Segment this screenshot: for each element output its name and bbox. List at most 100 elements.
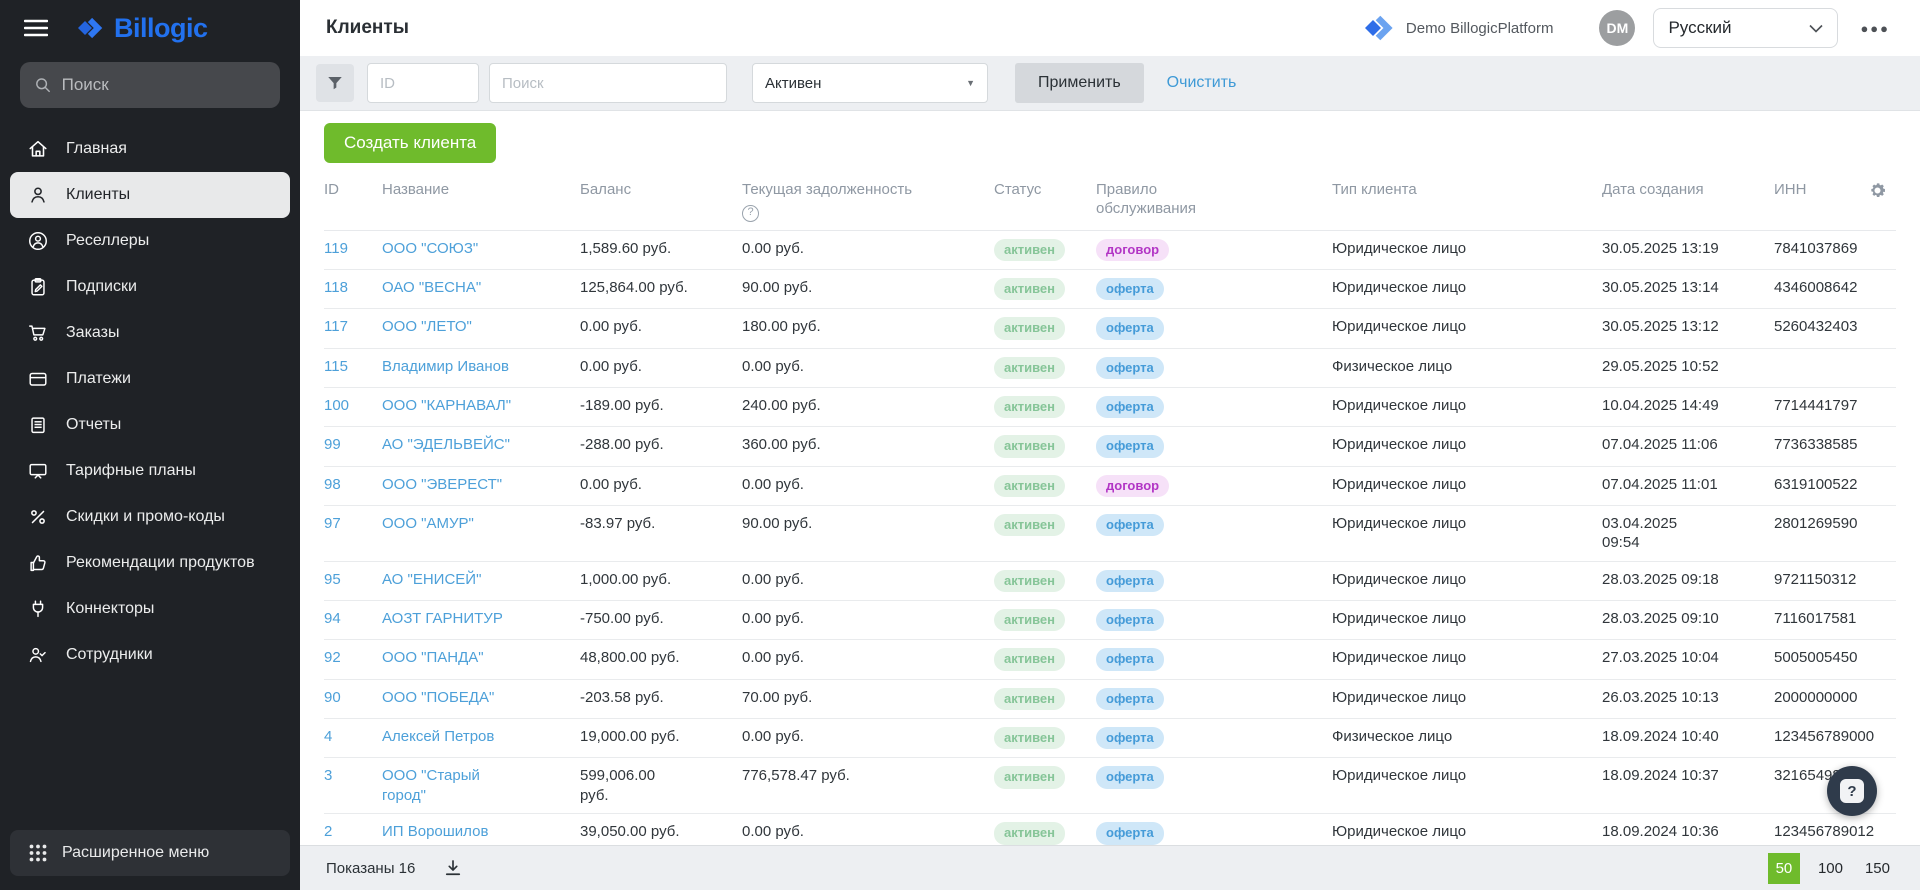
created-date-cell: 07.04.2025 11:06 xyxy=(1602,427,1774,466)
extended-menu-button[interactable]: Расширенное меню xyxy=(10,830,290,876)
table-row[interactable]: 118 ОАО "ВЕСНА" 125,864.00 руб. 90.00 ру… xyxy=(324,270,1896,309)
client-name-link[interactable]: ООО "КАРНАВАЛ" xyxy=(382,397,511,414)
client-id-link[interactable]: 4 xyxy=(324,728,332,745)
table-row[interactable]: 115 Владимир Иванов 0.00 руб. 0.00 руб. … xyxy=(324,348,1896,387)
client-id-link[interactable]: 118 xyxy=(324,279,348,296)
status-badge: активен xyxy=(994,239,1065,261)
table-row[interactable]: 4 Алексей Петров 19,000.00 руб. 0.00 руб… xyxy=(324,719,1896,758)
page-size-switcher: 50 100 150 xyxy=(1768,853,1894,884)
page-size-50[interactable]: 50 xyxy=(1768,853,1800,884)
sidebar-item-recommendations[interactable]: Рекомендации продуктов xyxy=(10,540,290,586)
table-row[interactable]: 94 АОЗТ ГАРНИТУР -750.00 руб. 0.00 руб. … xyxy=(324,601,1896,640)
sidebar-item-payments[interactable]: Платежи xyxy=(10,356,290,402)
page-size-100[interactable]: 100 xyxy=(1814,858,1847,879)
table-header-row: ID Название Баланс Текущая задолженность… xyxy=(324,171,1896,230)
client-id-link[interactable]: 90 xyxy=(324,689,341,706)
language-select[interactable]: Русский xyxy=(1653,8,1838,48)
client-name-link[interactable]: ООО "АМУР" xyxy=(382,515,474,532)
sidebar-item-home[interactable]: Главная xyxy=(10,126,290,172)
debt-cell: 776,578.47 руб. xyxy=(742,758,994,814)
client-id-link[interactable]: 2 xyxy=(324,823,332,840)
client-name-link[interactable]: АОЗТ ГАРНИТУР xyxy=(382,610,503,627)
debt-help-icon[interactable]: ? xyxy=(742,205,759,222)
client-id-link[interactable]: 119 xyxy=(324,240,348,257)
sidebar-item-orders[interactable]: Заказы xyxy=(10,310,290,356)
sidebar-item-resellers[interactable]: Реселлеры xyxy=(10,218,290,264)
balance-cell: 0.00 руб. xyxy=(580,348,742,387)
filter-funnel-button[interactable] xyxy=(316,64,354,102)
sidebar-item-employees[interactable]: Сотрудники xyxy=(10,632,290,678)
debt-cell: 180.00 руб. xyxy=(742,309,994,348)
table-row[interactable]: 99 АО "ЭДЕЛЬВЕЙС" -288.00 руб. 360.00 ру… xyxy=(324,427,1896,466)
topbar: Клиенты Demo BillogicPlatform DM Русский… xyxy=(300,0,1920,56)
debt-cell: 90.00 руб. xyxy=(742,270,994,309)
create-client-button[interactable]: Создать клиента xyxy=(324,123,496,163)
client-id-link[interactable]: 95 xyxy=(324,571,341,588)
sidebar-item-connectors[interactable]: Коннекторы xyxy=(10,586,290,632)
table-row[interactable]: 95 АО "ЕНИСЕЙ" 1,000.00 руб. 0.00 руб. а… xyxy=(324,561,1896,600)
table-row[interactable]: 3 ООО "Старый город" 599,006.00 руб. 776… xyxy=(324,758,1896,814)
client-name-link[interactable]: Владимир Иванов xyxy=(382,358,509,375)
status-badge: активен xyxy=(994,475,1065,497)
table-row[interactable]: 90 ООО "ПОБЕДА" -203.58 руб. 70.00 руб. … xyxy=(324,679,1896,718)
table-row[interactable]: 117 ООО "ЛЕТО" 0.00 руб. 180.00 руб. акт… xyxy=(324,309,1896,348)
client-type-cell: Юридическое лицо xyxy=(1332,270,1602,309)
client-id-link[interactable]: 92 xyxy=(324,649,341,666)
client-name-link[interactable]: ООО "Старый город" xyxy=(382,767,480,804)
hamburger-menu-icon[interactable] xyxy=(24,19,48,37)
client-id-link[interactable]: 99 xyxy=(324,436,341,453)
debt-cell: 0.00 руб. xyxy=(742,230,994,269)
page-size-150[interactable]: 150 xyxy=(1861,858,1894,879)
client-id-link[interactable]: 117 xyxy=(324,318,348,335)
client-id-link[interactable]: 97 xyxy=(324,515,341,532)
table-row[interactable]: 92 ООО "ПАНДА" 48,800.00 руб. 0.00 руб. … xyxy=(324,640,1896,679)
table-row[interactable]: 97 ООО "АМУР" -83.97 руб. 90.00 руб. акт… xyxy=(324,505,1896,561)
sidebar-item-clients[interactable]: Клиенты xyxy=(10,172,290,218)
inn-cell: 2801269590 xyxy=(1774,505,1868,561)
client-name-link[interactable]: ООО "ЛЕТО" xyxy=(382,318,472,335)
client-name-link[interactable]: АО "ЭДЕЛЬВЕЙС" xyxy=(382,436,510,453)
col-header-status: Статус xyxy=(994,171,1096,230)
client-name-link[interactable]: ООО "СОЮЗ" xyxy=(382,240,478,257)
client-type-cell: Юридическое лицо xyxy=(1332,230,1602,269)
status-badge: активен xyxy=(994,435,1065,457)
filter-id-input[interactable] xyxy=(367,63,479,103)
client-name-link[interactable]: ИП Ворошилов xyxy=(382,823,488,840)
client-name-link[interactable]: ООО "ЭВЕРЕСТ" xyxy=(382,476,502,493)
sidebar-item-reports[interactable]: Отчеты xyxy=(10,402,290,448)
sidebar-item-label: Подписки xyxy=(66,277,137,297)
client-id-link[interactable]: 115 xyxy=(324,358,348,375)
client-id-link[interactable]: 98 xyxy=(324,476,341,493)
sidebar-item-tariff-plans[interactable]: Тарифные планы xyxy=(10,448,290,494)
table-row[interactable]: 100 ООО "КАРНАВАЛ" -189.00 руб. 240.00 р… xyxy=(324,387,1896,426)
sidebar-search[interactable] xyxy=(20,62,280,108)
table-row[interactable]: 98 ООО "ЭВЕРЕСТ" 0.00 руб. 0.00 руб. акт… xyxy=(324,466,1896,505)
client-id-link[interactable]: 100 xyxy=(324,397,349,414)
avatar[interactable]: DM xyxy=(1599,10,1635,46)
orders-icon xyxy=(26,322,50,344)
sidebar-item-subscriptions[interactable]: Подписки xyxy=(10,264,290,310)
table-row[interactable]: 119 ООО "СОЮЗ" 1,589.60 руб. 0.00 руб. а… xyxy=(324,230,1896,269)
table-row[interactable]: 2 ИП Ворошилов 39,050.00 руб. 0.00 руб. … xyxy=(324,814,1896,845)
client-id-link[interactable]: 94 xyxy=(324,610,341,627)
client-name-link[interactable]: ООО "ПОБЕДА" xyxy=(382,689,494,706)
columns-settings-gear-icon[interactable] xyxy=(1868,181,1888,200)
help-fab-button[interactable]: ? xyxy=(1827,766,1877,816)
download-button[interactable] xyxy=(441,856,465,880)
created-date-cell: 18.09.2024 10:40 xyxy=(1602,719,1774,758)
apply-filters-button[interactable]: Применить xyxy=(1015,63,1144,103)
overflow-menu-icon[interactable]: ●●● xyxy=(1856,17,1894,40)
client-name-link[interactable]: ООО "ПАНДА" xyxy=(382,649,484,666)
client-name-link[interactable]: АО "ЕНИСЕЙ" xyxy=(382,571,481,588)
client-type-cell: Юридическое лицо xyxy=(1332,561,1602,600)
created-date-cell: 18.09.2024 10:37 xyxy=(1602,758,1774,814)
discounts-icon xyxy=(26,506,50,528)
status-filter-select[interactable]: Активен ▼ xyxy=(752,63,988,103)
client-id-link[interactable]: 3 xyxy=(324,767,332,784)
sidebar-item-discounts[interactable]: Скидки и промо-коды xyxy=(10,494,290,540)
clear-filters-link[interactable]: Очистить xyxy=(1167,74,1237,92)
filter-search-input[interactable] xyxy=(489,63,727,103)
sidebar-search-input[interactable] xyxy=(62,75,266,95)
client-name-link[interactable]: ОАО "ВЕСНА" xyxy=(382,279,481,296)
client-name-link[interactable]: Алексей Петров xyxy=(382,728,494,745)
